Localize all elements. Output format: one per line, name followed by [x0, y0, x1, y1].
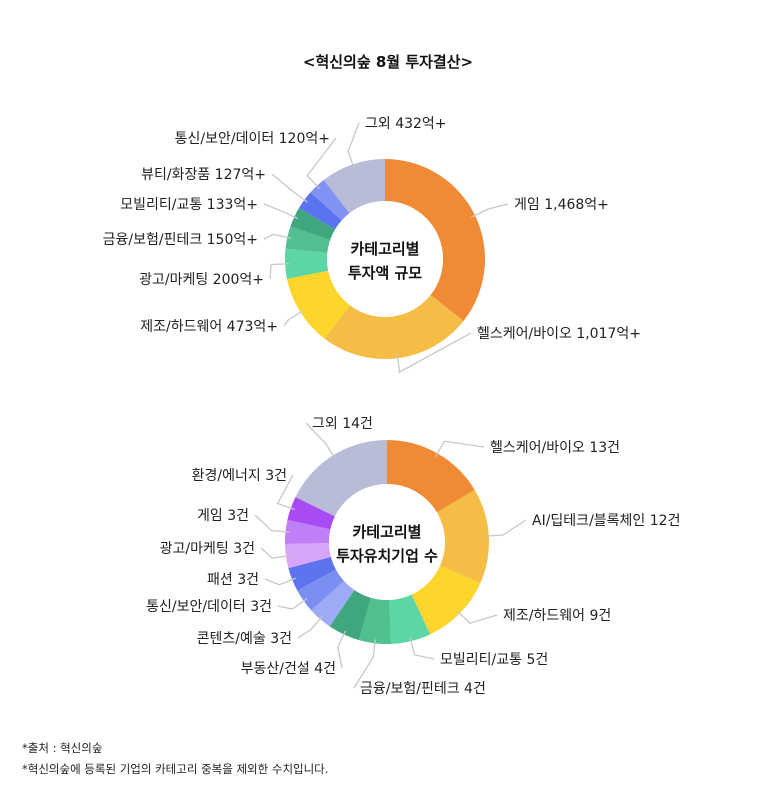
footnote-source: *출처 : 혁신의숲 — [22, 741, 103, 755]
donut0-slice-7 — [310, 179, 350, 221]
donut1-label-9: 광고/마케팅 3건 — [160, 541, 255, 557]
donut1-leader-7 — [277, 598, 308, 610]
donut0-slice-5 — [290, 207, 336, 241]
donut1-slice-7 — [297, 569, 345, 611]
donut1-label-6: 콘텐츠/예술 3건 — [197, 631, 292, 647]
donut1-leader-2 — [456, 610, 498, 624]
donut1-leader-9 — [260, 547, 291, 559]
donut0-leader-8 — [347, 122, 360, 169]
donut0-label-0: 게임 1,468억+ — [514, 197, 609, 213]
donut1-slice-2 — [411, 565, 481, 635]
charts-canvas: <혁신의숲 8월 투자결산> 게임 1,468억+ 헬스케어/바이오 1,017억… — [103, 53, 681, 697]
donut1-leader-12 — [305, 422, 336, 460]
donut0-slice-2 — [287, 270, 350, 339]
donut0-leader-0 — [471, 203, 509, 218]
donut1-label-8: 패션 3건 — [207, 572, 259, 588]
donut0-slice-4 — [285, 226, 331, 253]
chart-title: <혁신의숲 8월 투자결산> — [303, 53, 473, 71]
donut1-label-4: 금융/보험/핀테크 4건 — [360, 681, 486, 697]
donut0-center-label-0: 카테고리별 — [350, 240, 419, 258]
donut0-slice-3 — [285, 248, 329, 279]
donut1-slice-9 — [285, 543, 331, 569]
donut0-leader-6 — [271, 173, 308, 203]
donut1-slice-4 — [358, 597, 392, 644]
donut1-leader-8 — [264, 577, 297, 586]
donut1-slice-10 — [285, 519, 331, 545]
donut0-leader-1 — [396, 332, 472, 374]
donut1-center-label-1: 투자유치기업 수 — [336, 547, 438, 565]
donut0-hole — [327, 201, 443, 317]
donut1-leader-4 — [353, 639, 376, 689]
donut0-label-1: 헬스케어/바이오 1,017억+ — [477, 326, 641, 342]
donut1-label-7: 통신/보안/데이터 3건 — [146, 599, 272, 615]
donut0-leader-3 — [269, 263, 290, 280]
footnotes: *출처 : 혁신의숲 *혁신의숲에 등록된 기업의 카테고리 중복을 제외한 수… — [22, 738, 328, 780]
donut0-leader-7 — [306, 137, 337, 190]
investment-amount-donut: 게임 1,468억+ 헬스케어/바이오 1,017억+ 제조/하드웨어 473억+ 광… — [103, 116, 641, 374]
donut0-label-4: 금융/보험/핀테크 150억+ — [103, 232, 258, 248]
donut0-leader-5 — [263, 203, 299, 220]
donut0-label-7: 통신/보안/데이터 120억+ — [175, 131, 330, 147]
donut1-slice-3 — [389, 594, 431, 644]
donut1-hole — [329, 484, 445, 600]
donut1-slice-11 — [287, 496, 335, 530]
donut1-slice-5 — [329, 589, 372, 641]
donut0-slice-0 — [385, 159, 485, 321]
donut0-leader-4 — [263, 233, 292, 240]
donut0-label-5: 모빌리티/교통 133억+ — [120, 197, 258, 213]
donut0-slice-1 — [324, 294, 464, 360]
donut1-slice-0 — [387, 440, 475, 513]
donut0-label-3: 광고/마케팅 200억+ — [139, 272, 264, 288]
donut1-label-10: 게임 3건 — [197, 508, 249, 524]
donut1-leader-1 — [484, 519, 527, 537]
donut0-slice-6 — [298, 192, 342, 230]
donut1-slice-12 — [295, 440, 387, 517]
donut1-leader-0 — [434, 440, 485, 458]
donut1-slice-6 — [311, 580, 355, 627]
donut1-label-5: 부동산/건설 4건 — [241, 661, 336, 677]
donut1-slice-1 — [436, 489, 490, 584]
donut1-label-3: 모빌리티/교통 5건 — [440, 652, 548, 668]
donut1-center-label-0: 카테고리별 — [352, 523, 421, 541]
donut0-center-label-1: 투자액 규모 — [348, 264, 422, 282]
donut1-leader-10 — [254, 514, 290, 533]
donut1-slice-8 — [288, 556, 337, 591]
donut1-label-12: 그외 14건 — [312, 416, 373, 432]
donut1-leader-11 — [276, 474, 295, 511]
donut0-label-6: 뷰티/화장품 127억+ — [141, 167, 266, 183]
donut1-label-1: AI/딥테크/블록체인 12건 — [532, 513, 680, 529]
donut0-leader-2 — [283, 309, 305, 327]
donut0-label-2: 제조/하드웨어 473억+ — [140, 319, 278, 335]
donut1-leader-3 — [409, 637, 435, 660]
donut0-slice-8 — [323, 159, 385, 214]
donut1-leader-6 — [297, 615, 324, 639]
footnote-note: *혁신의숲에 등록된 기업의 카테고리 중복을 제외한 수치입니다. — [22, 762, 329, 776]
donut0-label-8: 그외 432억+ — [365, 116, 447, 132]
donut1-label-2: 제조/하드웨어 9건 — [503, 608, 611, 624]
donut1-label-0: 헬스케어/바이오 13건 — [490, 440, 620, 456]
donut1-leader-5 — [337, 630, 347, 669]
donut1-label-11: 환경/에너지 3건 — [192, 468, 287, 484]
